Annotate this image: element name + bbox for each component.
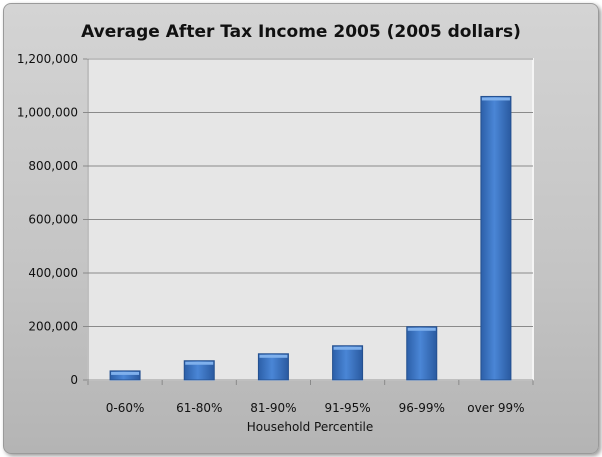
bar <box>480 95 512 381</box>
y-tick-label: 600,000 <box>28 213 78 227</box>
bar-highlight <box>259 354 288 358</box>
bar-highlight <box>407 327 436 331</box>
y-tick-label: 200,000 <box>28 320 78 334</box>
bar <box>257 353 289 381</box>
y-tick-label: 1,200,000 <box>17 52 78 66</box>
x-tick-label: 91-95% <box>324 401 370 415</box>
bar-highlight <box>185 361 214 365</box>
x-tick-label: 81-90% <box>250 401 296 415</box>
bar-highlight <box>481 97 510 101</box>
x-tick-label: 96-99% <box>399 401 445 415</box>
bar <box>406 326 438 381</box>
bar <box>332 345 364 381</box>
bar <box>109 370 141 381</box>
bar-highlight <box>333 346 362 350</box>
y-tick-label: 400,000 <box>28 266 78 280</box>
x-axis-label: Household Percentile <box>247 420 374 434</box>
chart-title: Average After Tax Income 2005 (2005 doll… <box>81 22 521 42</box>
x-tick-label: 0-60% <box>106 401 145 415</box>
x-tick-label: over 99% <box>467 401 524 415</box>
bar-highlight <box>111 371 140 375</box>
x-tick-label: 61-80% <box>176 401 222 415</box>
y-tick-label: 1,000,000 <box>17 106 78 120</box>
y-tick-label: 800,000 <box>28 159 78 173</box>
bar <box>183 360 215 381</box>
y-tick-label: 0 <box>70 373 78 387</box>
